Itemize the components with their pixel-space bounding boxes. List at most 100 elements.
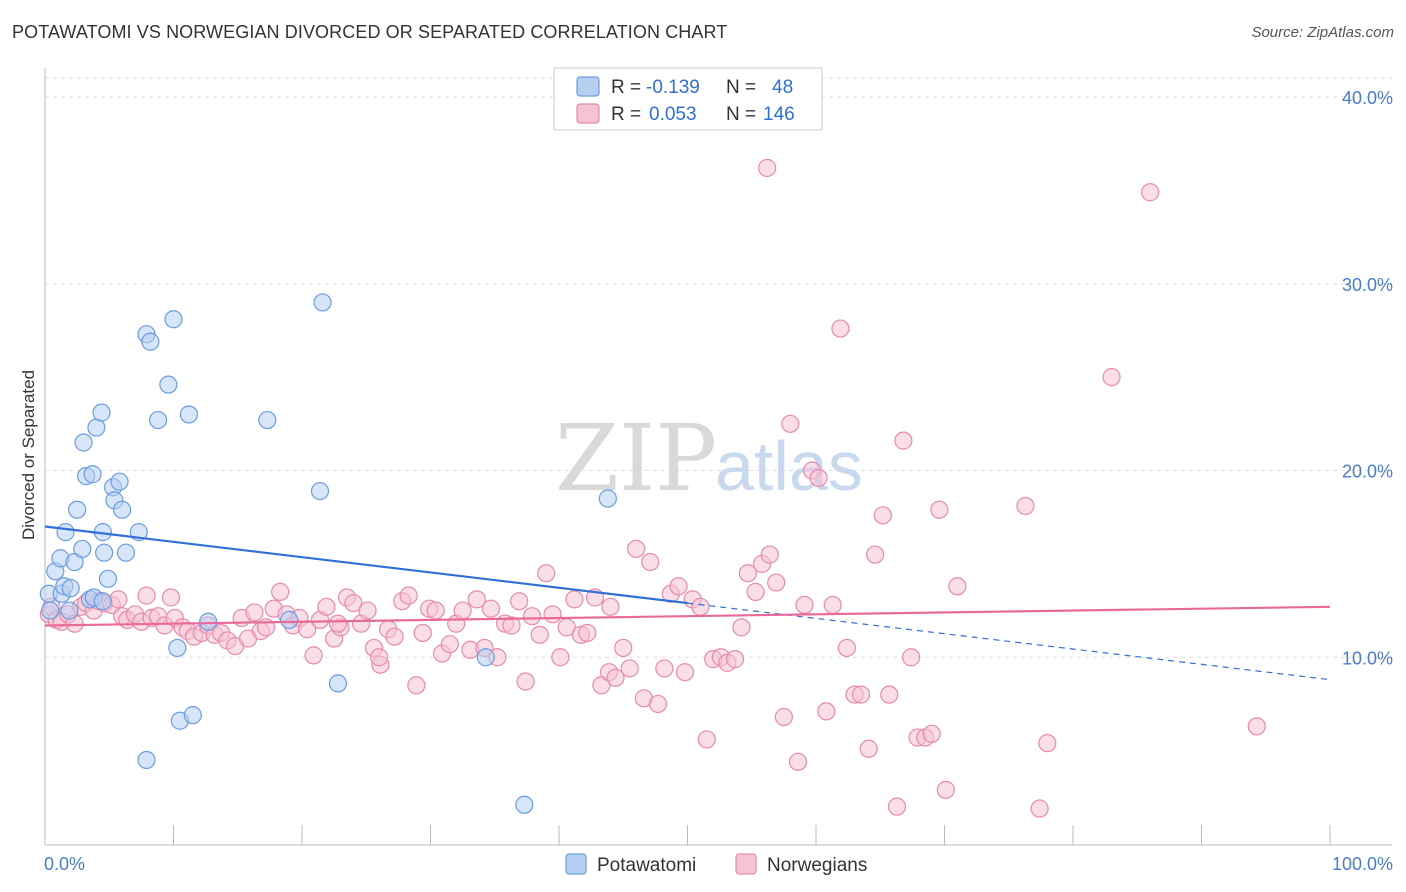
data-point xyxy=(725,650,745,669)
data-point xyxy=(788,752,808,771)
data-point xyxy=(641,552,660,572)
data-point xyxy=(74,433,93,452)
legend-top: R = -0.139 N = 48 R = 0.053 N = 146 xyxy=(553,67,823,131)
data-point xyxy=(515,795,534,814)
data-point xyxy=(245,603,264,622)
data-point xyxy=(344,593,363,613)
legend-bottom-norwegians: Norwegians xyxy=(767,855,867,876)
data-point xyxy=(116,543,136,562)
data-point xyxy=(73,539,92,559)
data-point xyxy=(760,545,779,564)
data-point xyxy=(809,468,828,488)
data-point xyxy=(530,625,549,644)
data-point xyxy=(537,564,556,583)
legend-bottom-potawatomi: Potawatomi xyxy=(597,855,696,876)
y-axis-title: Divorced or Separated xyxy=(19,370,38,540)
data-point xyxy=(614,638,633,658)
data-point xyxy=(310,481,330,501)
data-point xyxy=(522,607,542,626)
data-point xyxy=(161,588,181,607)
data-point xyxy=(467,590,486,609)
data-point xyxy=(691,597,710,616)
data-point xyxy=(199,612,218,631)
data-point xyxy=(1016,496,1035,516)
tick-labels: 10.0% 20.0% 30.0% 40.0% 0.0% 100.0% xyxy=(44,88,1393,874)
data-point xyxy=(887,797,907,816)
data-point xyxy=(93,592,112,611)
data-point xyxy=(1140,183,1160,202)
data-point xyxy=(164,310,183,329)
data-point xyxy=(168,638,187,658)
data-point xyxy=(440,635,459,654)
data-point xyxy=(141,332,160,351)
legend-n-label-2: N = xyxy=(726,104,756,125)
data-point xyxy=(304,646,323,665)
x-tick-label: 100.0% xyxy=(1332,854,1393,874)
data-point xyxy=(98,569,118,588)
data-point xyxy=(606,668,625,687)
data-point xyxy=(358,601,377,620)
data-point xyxy=(1247,717,1266,736)
data-point xyxy=(648,694,668,714)
data-point xyxy=(873,506,892,525)
data-point xyxy=(620,659,639,678)
data-point xyxy=(626,539,646,559)
data-point xyxy=(922,724,941,743)
data-point xyxy=(565,590,584,609)
data-point xyxy=(385,627,404,646)
source-credit: Source: ZipAtlas.com xyxy=(1251,24,1394,41)
data-point xyxy=(280,610,299,630)
data-point xyxy=(598,489,617,508)
data-point xyxy=(774,707,793,727)
data-point xyxy=(746,582,765,601)
data-point xyxy=(930,500,949,519)
data-point xyxy=(61,579,80,598)
series-norwegians xyxy=(39,158,1266,818)
legend-bottom: Potawatomi Norwegians xyxy=(565,853,867,876)
data-point xyxy=(328,614,348,633)
legend-swatch-blue xyxy=(576,76,600,97)
data-point xyxy=(823,595,842,615)
data-point xyxy=(1030,799,1049,818)
data-point xyxy=(317,597,336,616)
axes xyxy=(44,68,1392,846)
data-point xyxy=(83,465,102,484)
legend-n-value-1: 48 xyxy=(772,77,793,98)
data-point xyxy=(817,702,836,721)
data-point xyxy=(859,739,878,758)
trend-line-potawatomi-extension xyxy=(687,602,1331,681)
data-point xyxy=(148,410,168,430)
legend-swatch-pink xyxy=(576,103,600,124)
data-point xyxy=(543,605,562,624)
watermark-zip: ZIP xyxy=(555,405,717,512)
watermark: ZIP atlas xyxy=(555,405,863,512)
data-point xyxy=(92,403,111,422)
data-point xyxy=(109,590,128,609)
legend-r-label-1: R = xyxy=(611,77,641,98)
data-point xyxy=(328,674,348,693)
chart-title: POTAWATOMI VS NORWEGIAN DIVORCED OR SEPA… xyxy=(12,22,728,42)
y-tick-label: 20.0% xyxy=(1342,462,1393,482)
data-point xyxy=(781,414,800,433)
trend-line-potawatomi xyxy=(44,525,688,605)
data-point xyxy=(413,623,432,643)
legend-r-value-2: 0.053 xyxy=(649,104,697,125)
legend-bottom-swatch-potawatomi xyxy=(565,853,587,875)
data-point xyxy=(271,582,290,601)
data-point xyxy=(831,319,850,338)
data-point xyxy=(675,663,695,682)
data-point xyxy=(578,623,597,643)
data-point xyxy=(758,158,777,178)
data-point xyxy=(866,545,885,564)
data-point xyxy=(426,601,445,620)
data-point xyxy=(453,601,472,620)
x-tick-label: 0.0% xyxy=(44,854,85,874)
legend-r-value-1: -0.139 xyxy=(646,77,700,98)
trend-lines xyxy=(44,525,1331,681)
data-point xyxy=(68,500,87,519)
data-point xyxy=(510,592,529,611)
data-point xyxy=(179,405,199,424)
data-point xyxy=(110,472,129,491)
y-tick-label: 10.0% xyxy=(1342,648,1393,668)
